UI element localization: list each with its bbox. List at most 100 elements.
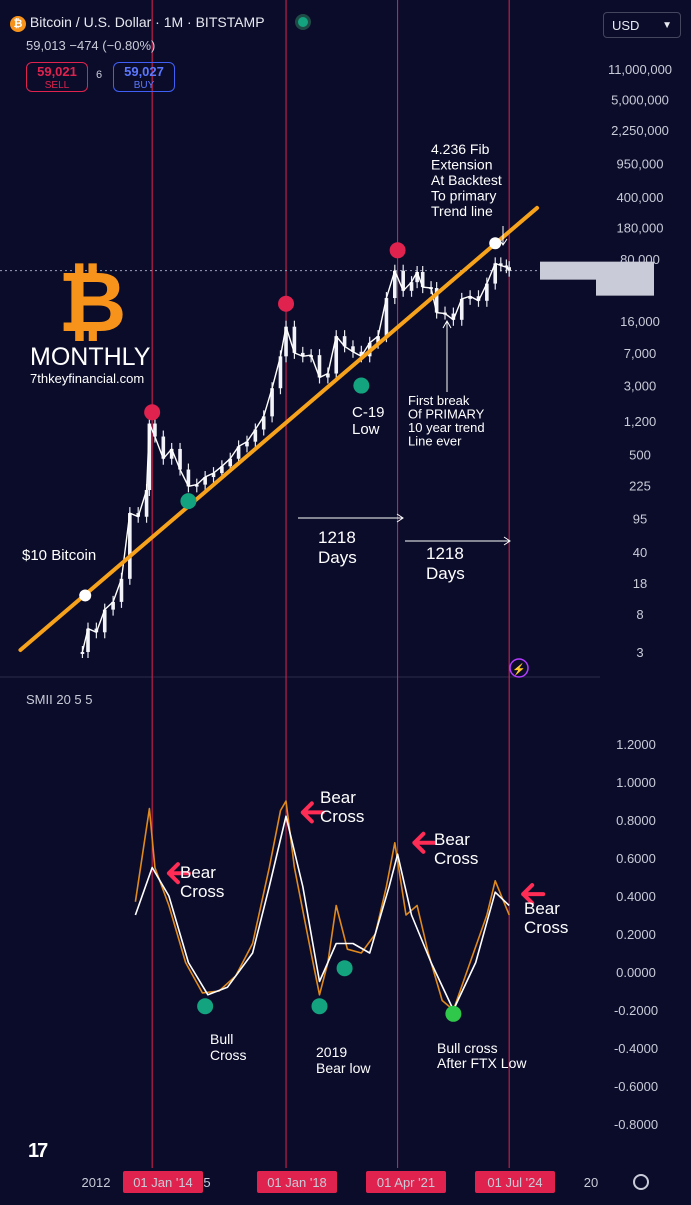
smi-axis-tick-7: 0.0000 bbox=[616, 965, 656, 980]
settings-gear-icon[interactable] bbox=[633, 1174, 649, 1190]
price-axis-tick-3: 2,250,000 bbox=[611, 123, 669, 138]
price-axis-tick-9: 7,000 bbox=[624, 346, 657, 361]
candle-body-5 bbox=[111, 601, 115, 610]
candle-body-9 bbox=[144, 490, 149, 517]
price-marker-red-2 bbox=[144, 404, 161, 421]
price-axis-tick-2: 5,000,000 bbox=[611, 92, 669, 107]
candle-body-19 bbox=[220, 466, 224, 474]
sell-button[interactable]: 59,021 SELL bbox=[26, 62, 88, 92]
last-price-tag-bg bbox=[596, 261, 654, 296]
price-axis-tick-18: 3 bbox=[636, 645, 643, 660]
candle-body-10 bbox=[147, 423, 152, 491]
fib-annotation-line-3: At Backtest bbox=[431, 172, 502, 188]
bear-cross-1-line-1: Bear bbox=[180, 863, 216, 882]
x-axis-highlight-5 bbox=[366, 1171, 446, 1193]
site-label: 7thkeyfinancial.com bbox=[30, 371, 145, 386]
smi-bull-marker-4 bbox=[445, 1005, 462, 1022]
candle-body-26 bbox=[278, 356, 283, 389]
candle-body-22 bbox=[245, 441, 249, 447]
bear-low-line-1: 2019 bbox=[316, 1044, 347, 1060]
c19-annotation-line-2: Low bbox=[352, 421, 380, 438]
currency-dropdown[interactable]: USD ▼ bbox=[603, 12, 681, 38]
smi-axis-tick-4: 0.6000 bbox=[616, 851, 656, 866]
bull-ftx-line-2: After FTX Low bbox=[437, 1055, 527, 1071]
candle-body-24 bbox=[261, 416, 266, 430]
fib-pointer-head bbox=[498, 238, 508, 246]
days-annotation-1-line-1: 1218 bbox=[318, 528, 356, 547]
candle-body-46 bbox=[434, 288, 439, 313]
bear-cross-3-line-1: Bear bbox=[434, 830, 470, 849]
lightning-event-icon bbox=[509, 658, 529, 678]
candle-body-16 bbox=[194, 484, 199, 487]
price-axis-tick-4: 950,000 bbox=[617, 156, 664, 171]
candle-body-31 bbox=[317, 355, 322, 378]
bear-low-line-2: Bear low bbox=[316, 1060, 371, 1076]
price-candles bbox=[80, 257, 511, 658]
price-close-line bbox=[81, 262, 510, 653]
candle-body-15 bbox=[186, 469, 191, 487]
first-break-annotation-line-3: 10 year trend bbox=[408, 420, 485, 435]
candle-body-27 bbox=[284, 326, 288, 357]
candle-body-35 bbox=[351, 346, 355, 352]
bear-cross-arrow-icon-3 bbox=[412, 831, 437, 854]
smi-axis-tick-9: -0.4000 bbox=[614, 1041, 658, 1056]
candle-body-39 bbox=[384, 298, 389, 337]
x-axis-tick-1: 2012 bbox=[82, 1175, 111, 1190]
price-axis-tick-1: 11,000,000 bbox=[608, 62, 672, 77]
smi-axis-tick-3: 0.8000 bbox=[616, 813, 656, 828]
price-quote: 59,013 −474 (−0.80%) bbox=[26, 38, 156, 53]
x-axis-highlight-2 bbox=[123, 1171, 203, 1193]
buy-button[interactable]: 59,027 BUY bbox=[113, 62, 175, 92]
price-marker-white-1 bbox=[79, 589, 92, 602]
last-price-tag: 59,013 bbox=[605, 264, 645, 279]
smi-axis-tick-8: -0.2000 bbox=[614, 1003, 658, 1018]
smi-axis-tick-1: 1.2000 bbox=[616, 737, 656, 752]
candle-body-17 bbox=[203, 477, 207, 485]
candle-body-11 bbox=[153, 423, 157, 437]
ten-dollar-annotation: $10 Bitcoin bbox=[22, 547, 96, 564]
bitcoin-logo-icon: ₿ bbox=[58, 255, 127, 349]
smi-axis-tick-6: 0.2000 bbox=[616, 927, 656, 942]
bull-ftx-line-1: Bull cross bbox=[437, 1040, 498, 1056]
price-axis-tick-6: 180,000 bbox=[617, 221, 664, 236]
days-annotation-2-line-2: Days bbox=[426, 564, 465, 583]
price-axis-tick-13: 225 bbox=[629, 478, 651, 493]
chevron-down-icon: ▼ bbox=[662, 20, 672, 31]
candle-body-36 bbox=[359, 351, 364, 357]
candle-body-1 bbox=[80, 652, 85, 654]
candle-body-33 bbox=[334, 336, 339, 374]
fib-annotation-line-5: Trend line bbox=[431, 203, 493, 219]
first-break-annotation-line-4: Line ever bbox=[408, 434, 462, 449]
first-break-annotation-line-1: First break bbox=[408, 393, 470, 408]
candle-body-50 bbox=[468, 296, 472, 299]
bear-cross-arrow-icon-1 bbox=[166, 862, 191, 885]
x-axis-highlight-4 bbox=[257, 1171, 337, 1193]
candle-body-2 bbox=[86, 628, 90, 652]
chart-header: ₿ Bitcoin / U.S. Dollar · 1M · BITSTAMP bbox=[10, 14, 309, 32]
x-axis-tick-4: 01 Jan '18 bbox=[267, 1175, 327, 1190]
smi-bull-marker-2 bbox=[311, 998, 328, 1015]
bear-cross-2-line-2: Cross bbox=[320, 807, 364, 826]
primary-trend-line bbox=[18, 205, 540, 652]
price-marker-red-6 bbox=[389, 242, 406, 259]
bear-cross-4-line-2: Cross bbox=[524, 918, 568, 937]
bear-cross-arrow-icon-4 bbox=[521, 883, 546, 906]
price-axis-tick-17: 8 bbox=[636, 607, 643, 622]
symbol-title[interactable]: Bitcoin / U.S. Dollar · 1M · BITSTAMP bbox=[29, 14, 265, 30]
candle-body-21 bbox=[236, 446, 241, 459]
candle-body-53 bbox=[493, 263, 498, 284]
sell-label: SELL bbox=[44, 80, 70, 91]
candle-body-28 bbox=[292, 326, 297, 353]
candle-body-56 bbox=[507, 267, 511, 271]
smi-bull-marker-3 bbox=[336, 960, 353, 977]
c19-annotation-line-1: C-19 bbox=[352, 404, 385, 421]
time-left-tag: 13d 1h bbox=[605, 280, 645, 295]
candle-body-42 bbox=[409, 282, 414, 291]
smi-axis-tick-5: 0.4000 bbox=[616, 889, 656, 904]
candle-body-38 bbox=[376, 336, 380, 343]
price-marker-green-3 bbox=[180, 493, 197, 510]
smi-series-white bbox=[134, 815, 510, 1011]
candle-body-44 bbox=[420, 271, 425, 288]
